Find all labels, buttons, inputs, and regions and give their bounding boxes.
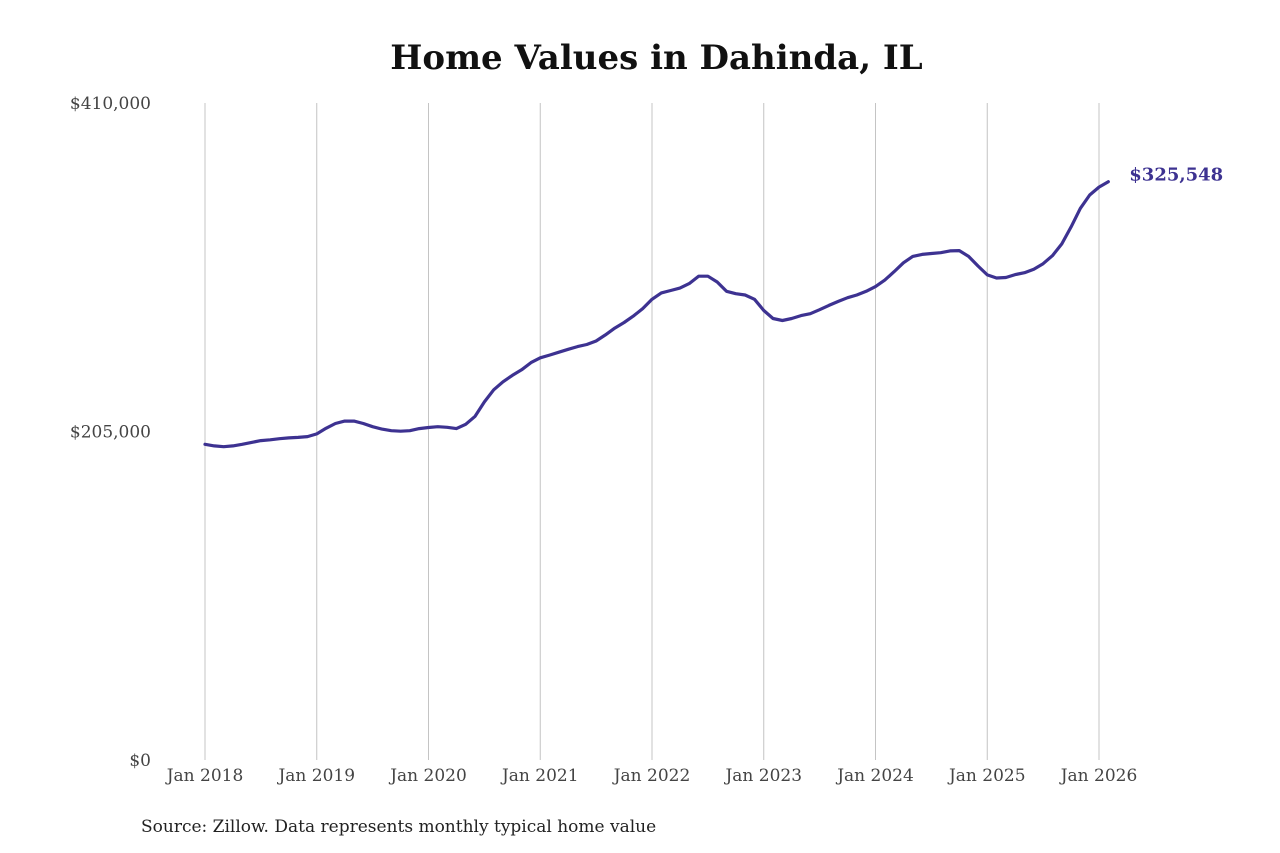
y-tick-label: $410,000 [70,94,151,114]
y-axis-tick-labels: $0 $205,000 $410,000 [70,94,151,771]
vertical-gridlines [204,103,1100,760]
x-tick-label: Jan 2018 [165,766,244,786]
x-tick-label: Jan 2022 [612,766,691,786]
end-value-label: $325,548 [1129,165,1223,186]
x-axis-tick-labels: Jan 2018 Jan 2019 Jan 2020 Jan 2021 Jan 2022… [165,766,1138,786]
x-tick-label: Jan 2023 [723,766,802,786]
chart-title: Home Values in Dahinda, IL [390,38,923,78]
x-tick-label: Jan 2026 [1059,766,1138,786]
series-layer [203,180,1110,449]
x-tick-label: Jan 2020 [388,766,467,786]
x-tick-label: Jan 2019 [276,766,355,786]
x-tick-label: Jan 2025 [947,766,1026,786]
x-tick-label: Jan 2021 [500,766,579,786]
y-tick-label: $205,000 [70,423,151,443]
series-line-0 [203,180,1110,449]
x-tick-label: Jan 2024 [835,766,914,786]
source-note: Source: Zillow. Data represents monthly … [141,817,657,837]
y-tick-label: $0 [129,751,151,771]
